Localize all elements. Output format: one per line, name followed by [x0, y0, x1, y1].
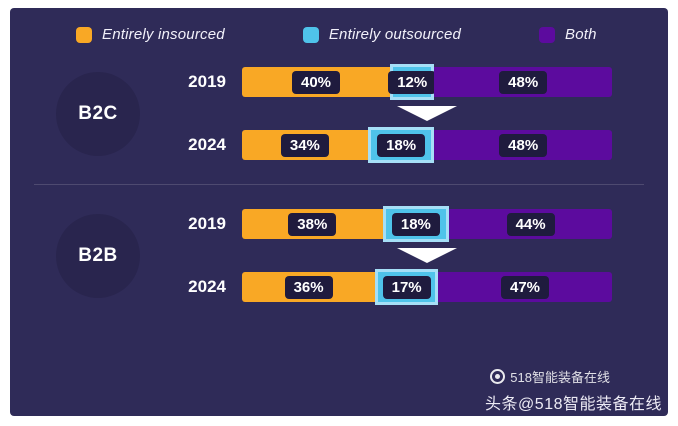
group-rows: 2019 38% 18% 44%	[170, 206, 612, 305]
stacked-bar: 36% 17% 47%	[242, 269, 612, 305]
bar-segment-both: 47%	[438, 272, 612, 302]
year-label: 2024	[188, 135, 226, 154]
bar-row-b2c-2024: 2024 34% 18% 48%	[170, 127, 612, 163]
legend-item-outsourced: Entirely outsourced	[302, 26, 462, 43]
insourced-swatch-icon	[76, 26, 92, 43]
bar-segment-outsourced: 18%	[367, 127, 435, 163]
percent-label: 18%	[391, 212, 440, 236]
bar-segment-both: 44%	[449, 209, 612, 239]
legend-label: Entirely insourced	[102, 26, 225, 43]
trend-arrow-row	[170, 106, 612, 121]
percent-label: 12%	[388, 70, 437, 94]
watermark-logo-icon	[490, 369, 506, 384]
bar-segment-insourced: 36%	[242, 272, 376, 302]
section-divider	[34, 184, 644, 185]
group-badge-label: B2B	[78, 244, 118, 266]
bar-segment-insourced: 34%	[242, 130, 368, 160]
percent-label: 38%	[288, 212, 337, 236]
bar-segment-insourced: 38%	[242, 209, 383, 239]
legend: Entirely insourced Entirely outsourced B…	[10, 8, 668, 43]
percent-label: 40%	[291, 70, 341, 94]
chart-panel: Entirely insourced Entirely outsourced B…	[10, 8, 668, 416]
bar-segment-outsourced: 12%	[388, 64, 437, 100]
percent-label: 34%	[280, 133, 329, 157]
group-b2b: B2B 2019 38% 18% 44%	[10, 206, 668, 305]
legend-label: Entirely outsourced	[328, 26, 462, 43]
stacked-bar: 40% 12% 48%	[242, 64, 612, 100]
down-arrow-icon	[397, 248, 457, 263]
watermark-footer: 头条@518智能装备在线	[485, 396, 662, 413]
percent-label: 48%	[499, 133, 548, 157]
watermark-overlay-text: 518智能装备在线	[510, 370, 610, 385]
bar-segment-insourced: 40%	[242, 67, 390, 97]
legend-label: Both	[565, 26, 597, 43]
both-swatch-icon	[539, 26, 556, 43]
bar-row-b2b-2019: 2019 38% 18% 44%	[170, 206, 612, 242]
stacked-bar: 38% 18% 44%	[242, 206, 612, 242]
down-arrow-icon	[397, 106, 457, 121]
legend-item-insourced: Entirely insourced	[76, 26, 225, 43]
year-label: 2019	[188, 72, 226, 91]
legend-item-both: Both	[539, 26, 597, 43]
percent-label: 17%	[382, 275, 431, 299]
bar-row-b2b-2024: 2024 36% 17% 47%	[170, 269, 612, 305]
percent-label: 44%	[506, 212, 555, 236]
bar-row-b2c-2019: 2019 40% 12% 48%	[170, 64, 612, 100]
percent-label: 36%	[284, 275, 333, 299]
group-badge-b2b: B2B	[56, 213, 140, 298]
percent-label: 48%	[499, 70, 548, 94]
percent-label: 18%	[377, 133, 426, 157]
bar-segment-both: 48%	[434, 130, 612, 160]
watermark-overlay: 518智能装备在线	[490, 367, 610, 386]
group-badge-label: B2C	[78, 102, 118, 124]
bar-segment-outsourced: 17%	[375, 269, 439, 305]
group-rows: 2019 40% 12% 48%	[170, 64, 612, 163]
trend-arrow-row	[170, 248, 612, 263]
bar-segment-both: 48%	[434, 67, 612, 97]
group-b2c: B2C 2019 40% 12% 48%	[10, 64, 668, 163]
stacked-bar: 34% 18% 48%	[242, 127, 612, 163]
outsourced-swatch-icon	[302, 26, 319, 43]
year-label: 2019	[188, 214, 226, 233]
year-label: 2024	[188, 277, 226, 296]
percent-label: 47%	[501, 275, 550, 299]
group-badge-b2c: B2C	[56, 71, 140, 156]
bar-segment-outsourced: 18%	[382, 206, 450, 242]
